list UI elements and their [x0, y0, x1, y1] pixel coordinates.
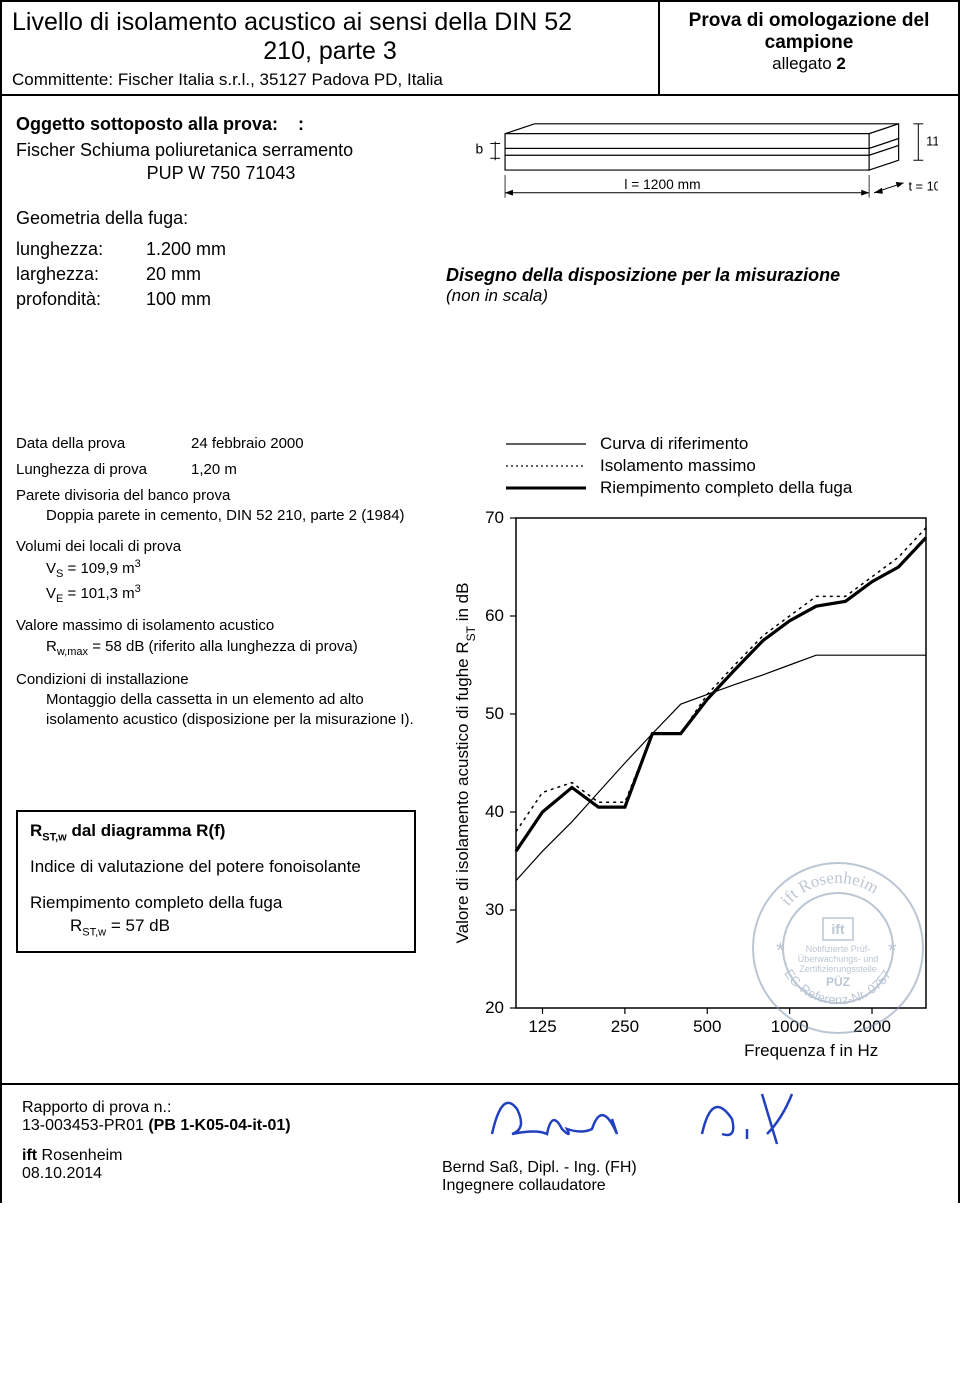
- signature-icon: [482, 1079, 842, 1159]
- footer-left: Rapporto di prova n.: 13-003453-PR01 (PB…: [22, 1099, 402, 1195]
- committente-value: Fischer Italia s.r.l., 35127 Padova PD, …: [118, 70, 443, 89]
- mid-block: Data della prova 24 febbraio 2000 Lunghe…: [16, 434, 938, 1073]
- geom-length-value: 1.200 mm: [146, 239, 226, 260]
- svg-text:70: 70: [485, 508, 504, 527]
- header-right-line1: Prova di omologazione del: [670, 10, 948, 32]
- geom-depth-label: profondità:: [16, 289, 146, 310]
- top-block: Oggetto sottoposto alla prova: : Fischer…: [16, 114, 938, 314]
- svg-text:1000: 1000: [771, 1017, 809, 1036]
- body: Oggetto sottoposto alla prova: : Fischer…: [2, 96, 960, 1085]
- legend-fill: Riempimento completo della fuga: [506, 478, 938, 498]
- result-value-label: Riempimento completo della fuga: [30, 892, 402, 915]
- chart-panel: Curva di riferimento Isolamento massimo …: [446, 434, 938, 1073]
- spec-t-label: t = 100 mm: [908, 178, 938, 193]
- geom-width: larghezza: 20 mm: [16, 264, 426, 285]
- header-left: Livello di isolamento acustico ai sensi …: [2, 2, 660, 94]
- test-volumes: Volumi dei locali di prova VS = 109,9 m3…: [16, 537, 426, 607]
- header: Livello di isolamento acustico ai sensi …: [2, 2, 960, 96]
- geometry-table: lunghezza: 1.200 mm larghezza: 20 mm pro…: [16, 239, 426, 310]
- acoustic-chart: 20 30 40 50 60 70 125 250 500 1000 2000 Valore di i…: [446, 508, 936, 1068]
- footer-org: ift Rosenheim: [22, 1147, 402, 1165]
- test-max-insulation: Valore massimo di isolamento acustico Rw…: [16, 616, 426, 659]
- result-value: RST,w = 57 dB: [30, 915, 402, 940]
- footer-date: 08.10.2014: [22, 1165, 402, 1183]
- result-desc: Indice di valutazione del potere fonoiso…: [30, 856, 402, 879]
- geom-width-label: larghezza:: [16, 264, 146, 285]
- test-metadata: Data della prova 24 febbraio 2000 Lunghe…: [16, 434, 426, 1073]
- result-title: RST,w dal diagramma R(f): [30, 820, 402, 845]
- spec-b-label: b: [476, 141, 484, 156]
- doc-title-line2: 210, parte 3: [12, 37, 648, 66]
- object-and-geometry: Oggetto sottoposto alla prova: : Fischer…: [16, 114, 426, 314]
- doc-title-line1: Livello di isolamento acustico ai sensi …: [12, 8, 648, 37]
- geom-depth: profondità: 100 mm: [16, 289, 426, 310]
- svg-text:Valore di isolamento acustico: Valore di isolamento acustico di fughe R…: [453, 582, 478, 943]
- specimen-svg: b l = 1200 mm t = 100 mm: [446, 114, 938, 252]
- committente: Committente: Fischer Italia s.r.l., 3512…: [12, 70, 648, 90]
- footer: Rapporto di prova n.: 13-003453-PR01 (PB…: [2, 1085, 960, 1203]
- svg-text:500: 500: [693, 1017, 721, 1036]
- test-date: Data della prova 24 febbraio 2000: [16, 434, 426, 454]
- specimen-drawing: b l = 1200 mm t = 100 mm: [446, 114, 938, 314]
- svg-text:20: 20: [485, 998, 504, 1017]
- test-conditions: Condizioni di installazione Montaggio de…: [16, 670, 426, 731]
- legend-ref: Curva di riferimento: [506, 434, 938, 454]
- drawing-subtitle: (non in scala): [446, 286, 938, 306]
- geometry-title: Geometria della fuga:: [16, 208, 426, 229]
- object-title: Oggetto sottoposto alla prova: :: [16, 114, 426, 135]
- signatory-name: Bernd Saß, Dipl. - Ing. (FH): [442, 1159, 938, 1177]
- svg-text:250: 250: [611, 1017, 639, 1036]
- svg-text:125: 125: [528, 1017, 556, 1036]
- committente-label: Committente:: [12, 70, 113, 89]
- spec-l-label: l = 1200 mm: [624, 177, 700, 192]
- header-right-line2: campione: [670, 32, 948, 54]
- report-number: Rapporto di prova n.: 13-003453-PR01 (PB…: [22, 1099, 402, 1135]
- svg-text:30: 30: [485, 900, 504, 919]
- svg-text:50: 50: [485, 704, 504, 723]
- result-box: RST,w dal diagramma R(f) Indice di valut…: [16, 810, 416, 952]
- object-desc-line1: Fischer Schiuma poliuretanica serramento: [16, 139, 426, 162]
- chart-legend: Curva di riferimento Isolamento massimo …: [506, 434, 938, 498]
- report-page: Livello di isolamento acustico ai sensi …: [0, 0, 960, 1203]
- header-right: Prova di omologazione del campione alleg…: [660, 2, 960, 94]
- svg-text:40: 40: [485, 802, 504, 821]
- svg-text:2000: 2000: [853, 1017, 891, 1036]
- geom-width-value: 20 mm: [146, 264, 201, 285]
- signatory-role: Ingegnere collaudatore: [442, 1177, 938, 1195]
- object-desc-line2: PUP W 750 71043: [16, 162, 426, 185]
- svg-text:60: 60: [485, 606, 504, 625]
- object-desc: Fischer Schiuma poliuretanica serramento…: [16, 139, 426, 186]
- header-right-line3: allegato 2: [670, 54, 948, 74]
- svg-text:Frequenza f in Hz: Frequenza f in Hz: [744, 1041, 878, 1060]
- chart-container: 20 30 40 50 60 70 125 250 500 1000 2000 Valore di i…: [446, 508, 938, 1073]
- footer-right: Bernd Saß, Dipl. - Ing. (FH) Ingegnere c…: [442, 1099, 938, 1195]
- geom-length-label: lunghezza:: [16, 239, 146, 260]
- spec-h-label: 110 mm: [926, 133, 938, 148]
- test-length: Lunghezza di prova 1,20 m: [16, 460, 426, 480]
- geom-depth-value: 100 mm: [146, 289, 211, 310]
- drawing-title: Disegno della disposizione per la misura…: [446, 265, 938, 286]
- test-wall: Parete divisoria del banco prova Doppia …: [16, 486, 426, 527]
- legend-max: Isolamento massimo: [506, 456, 938, 476]
- geom-length: lunghezza: 1.200 mm: [16, 239, 426, 260]
- signatory: Bernd Saß, Dipl. - Ing. (FH) Ingegnere c…: [442, 1159, 938, 1195]
